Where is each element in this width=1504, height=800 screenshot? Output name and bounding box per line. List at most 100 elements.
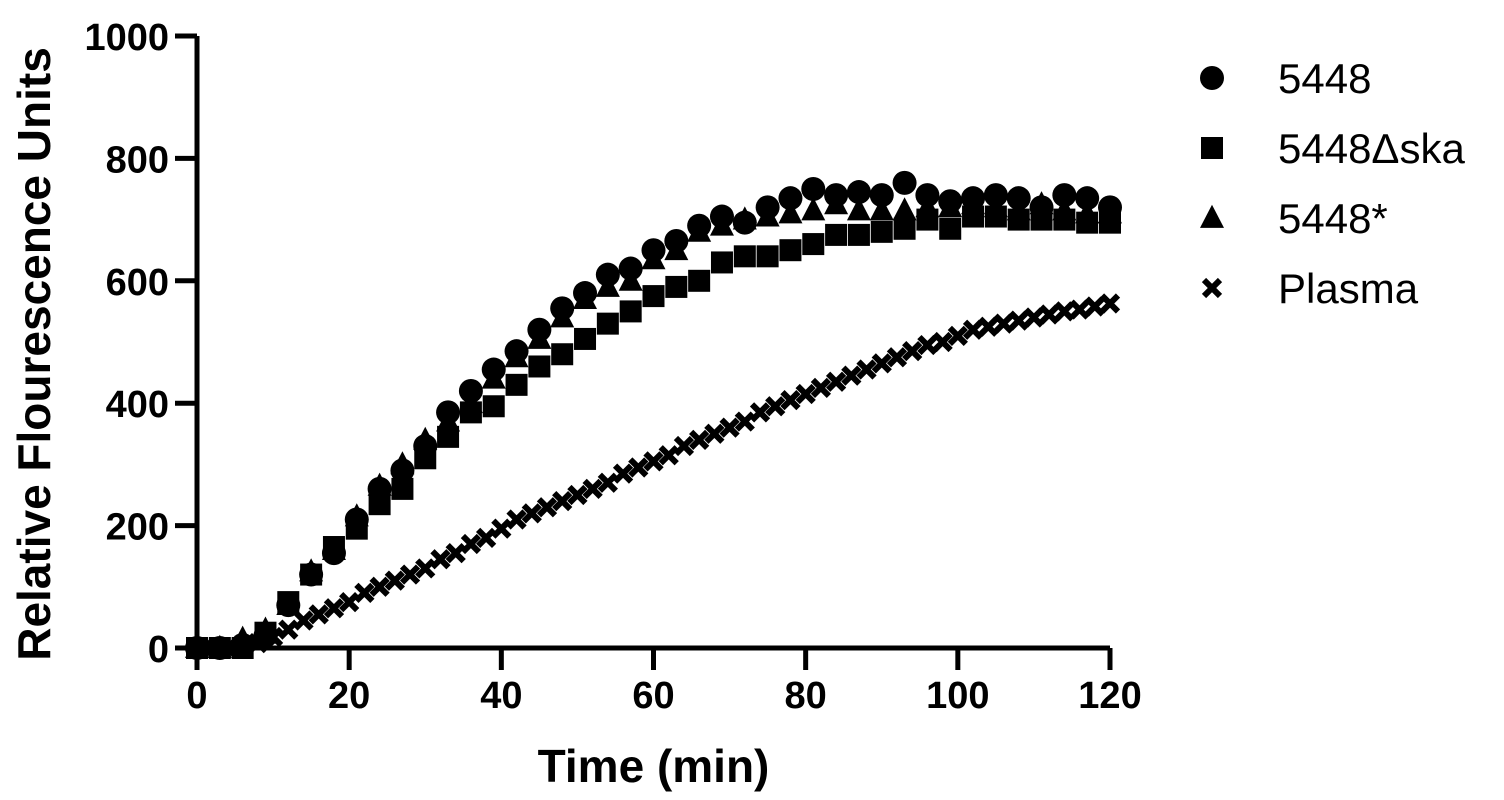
data-point-x bbox=[1099, 293, 1121, 314]
legend: 5448 5448Δska 5448* Plasma bbox=[1200, 55, 1465, 312]
data-point-x bbox=[1054, 301, 1075, 322]
data-point-x bbox=[339, 591, 360, 613]
data-point-x bbox=[506, 509, 527, 530]
x-tick-label: 100 bbox=[926, 675, 989, 717]
data-point-square bbox=[779, 239, 802, 262]
data-point-square bbox=[756, 245, 779, 268]
data-point-x bbox=[978, 316, 999, 337]
x-tick-label: 120 bbox=[1078, 675, 1141, 717]
data-point-x bbox=[1069, 299, 1090, 320]
y-tick-label: 0 bbox=[148, 629, 169, 671]
data-point-circle bbox=[1075, 186, 1100, 211]
data-point-square bbox=[825, 223, 848, 246]
data-point-x bbox=[1084, 296, 1105, 317]
data-point-x bbox=[521, 503, 542, 524]
y-tick-label: 600 bbox=[106, 262, 169, 304]
data-point-circle bbox=[961, 186, 986, 211]
data-point-x bbox=[856, 359, 877, 380]
data-point-triangle bbox=[846, 197, 871, 221]
y-tick-label: 400 bbox=[106, 384, 169, 426]
data-point-x bbox=[841, 365, 862, 386]
data-point-x bbox=[765, 396, 786, 417]
data-point-square bbox=[596, 312, 619, 335]
data-point-x bbox=[552, 490, 573, 512]
data-point-x bbox=[719, 417, 740, 438]
data-point-circle bbox=[344, 507, 369, 532]
legend-marker-square bbox=[1201, 137, 1223, 159]
legend-label: 5448Δska bbox=[1278, 125, 1465, 172]
data-point-square bbox=[391, 477, 414, 500]
y-tick-label: 1000 bbox=[84, 17, 169, 59]
y-tick-label: 200 bbox=[106, 507, 169, 549]
data-point-square bbox=[939, 217, 962, 240]
legend-item: 5448 bbox=[1200, 55, 1371, 102]
data-point-x bbox=[278, 619, 299, 640]
legend-item: Plasma bbox=[1201, 265, 1419, 312]
data-point-x bbox=[810, 377, 832, 399]
data-point-circle bbox=[618, 256, 643, 281]
data-point-circle bbox=[504, 339, 529, 364]
data-point-circle bbox=[458, 378, 483, 403]
series-square bbox=[186, 205, 1121, 659]
data-point-x bbox=[993, 313, 1014, 334]
data-point-square bbox=[688, 269, 711, 292]
x-axis-title: Time (min) bbox=[538, 740, 770, 792]
data-point-circle bbox=[253, 623, 278, 648]
data-point-x bbox=[384, 570, 405, 591]
data-point-x bbox=[430, 549, 451, 570]
legend-label: 5448 bbox=[1278, 55, 1371, 102]
data-point-circle bbox=[938, 189, 963, 214]
y-ticks: 0 200 400 600 800 1000 bbox=[84, 17, 197, 671]
data-point-square bbox=[665, 275, 688, 298]
data-point-square bbox=[528, 355, 551, 378]
data-point-circle bbox=[321, 541, 346, 566]
data-point-x bbox=[612, 463, 634, 484]
data-point-x bbox=[628, 457, 649, 478]
data-point-x bbox=[536, 497, 558, 518]
data-point-circle bbox=[436, 400, 461, 425]
data-point-circle bbox=[573, 281, 598, 306]
data-point-x bbox=[582, 478, 603, 500]
data-point-circle bbox=[983, 183, 1008, 208]
data-point-x bbox=[917, 334, 938, 356]
data-point-circle bbox=[595, 262, 620, 287]
data-point-circle bbox=[1006, 186, 1031, 211]
data-point-circle bbox=[1029, 195, 1054, 220]
data-point-triangle bbox=[801, 197, 826, 221]
data-point-x bbox=[643, 451, 664, 472]
data-point-x bbox=[354, 582, 375, 604]
data-point-square bbox=[733, 245, 756, 268]
data-point-square bbox=[870, 220, 893, 243]
data-point-x bbox=[658, 445, 679, 466]
data-point-triangle bbox=[869, 197, 894, 221]
data-point-circle bbox=[1098, 195, 1122, 220]
data-point-circle bbox=[1052, 183, 1077, 208]
data-point-x bbox=[780, 390, 801, 411]
data-point-circle bbox=[207, 636, 232, 660]
data-point-x bbox=[399, 564, 421, 585]
data-point-x bbox=[795, 383, 816, 405]
data-point-circle bbox=[778, 186, 803, 211]
data-point-square bbox=[505, 373, 528, 396]
data-point-x bbox=[491, 518, 512, 539]
y-tick-label: 800 bbox=[106, 139, 169, 181]
data-point-x bbox=[871, 353, 892, 374]
data-point-x bbox=[704, 423, 725, 444]
data-point-circle bbox=[846, 180, 871, 205]
data-point-x bbox=[445, 543, 466, 564]
legend-marker-triangle bbox=[1200, 204, 1224, 228]
data-point-x bbox=[749, 402, 771, 423]
data-point-x bbox=[689, 429, 710, 451]
data-point-square bbox=[642, 285, 665, 308]
data-point-circle bbox=[892, 170, 917, 195]
data-point-triangle bbox=[892, 197, 917, 221]
data-point-x bbox=[825, 371, 847, 392]
legend-label: 5448* bbox=[1278, 195, 1388, 242]
data-point-circle bbox=[755, 195, 780, 220]
data-point-x bbox=[369, 576, 390, 597]
data-point-square bbox=[802, 233, 825, 256]
data-point-circle bbox=[664, 229, 689, 254]
data-point-triangle bbox=[1052, 197, 1077, 221]
data-point-square bbox=[482, 395, 505, 418]
data-point-circle bbox=[732, 210, 757, 235]
